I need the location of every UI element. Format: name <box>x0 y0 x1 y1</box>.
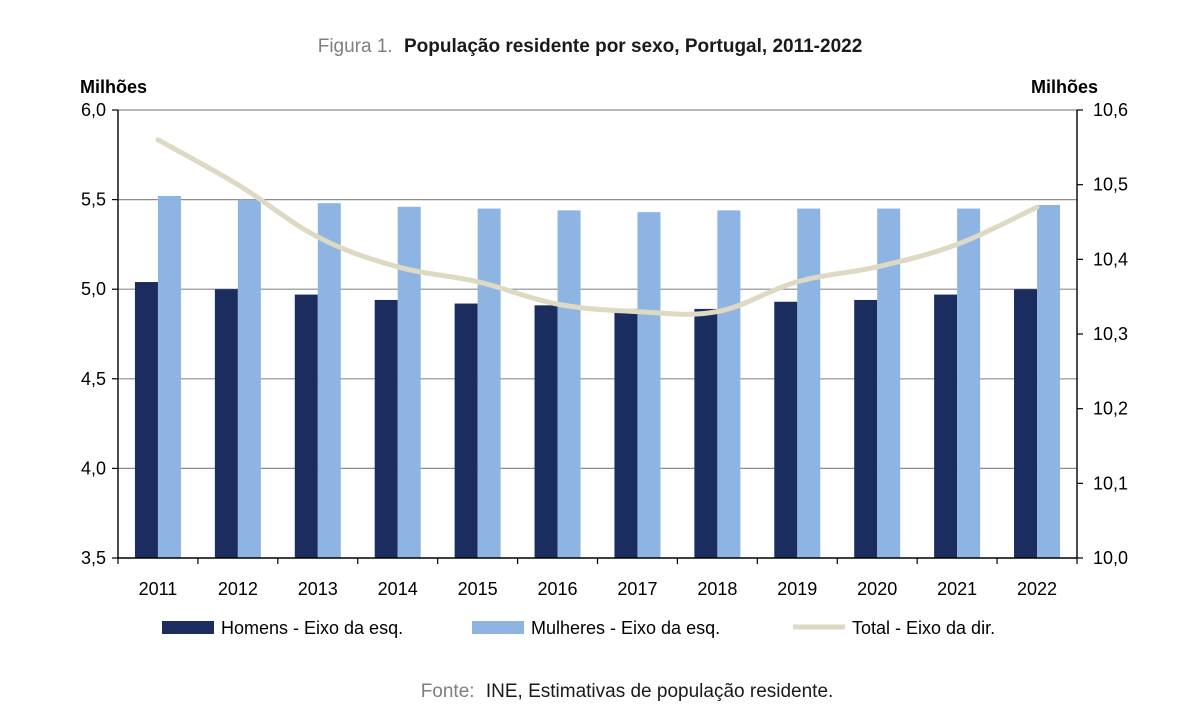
title-main: População residente por sexo, Portugal, … <box>404 36 862 57</box>
axes <box>112 109 1083 564</box>
right-axis-unit: Milhões <box>1031 77 1098 97</box>
x-tick-label-2013: 2013 <box>298 579 338 599</box>
bar-mulheres-2012 <box>237 199 261 558</box>
right-tick-label: 10,6 <box>1093 100 1128 120</box>
x-tick-label-2018: 2018 <box>697 579 737 599</box>
legend-label-total: Total - Eixo da dir. <box>852 618 995 638</box>
legend: Homens - Eixo da esq. Mulheres - Eixo da… <box>162 618 995 638</box>
bar-homens-2011 <box>134 282 158 558</box>
x-tick-label-2011: 2011 <box>139 579 178 599</box>
bar-mulheres-2013 <box>317 203 341 558</box>
source-note: Fonte: INE, Estimativas de população res… <box>421 681 834 702</box>
bar-homens-2017 <box>614 308 638 558</box>
source-prefix: Fonte: <box>421 681 475 702</box>
bar-homens-2018 <box>694 308 718 558</box>
title-prefix: Figura 1. <box>318 36 393 57</box>
total-line-group <box>155 137 1040 317</box>
bar-homens-2014 <box>374 299 398 558</box>
right-tick-label: 10,1 <box>1093 473 1128 493</box>
x-tick-label-2012: 2012 <box>218 579 258 599</box>
bar-mulheres-2019 <box>797 208 821 558</box>
total-line <box>155 137 1040 317</box>
bar-homens-2013 <box>294 294 318 558</box>
right-tick-label: 10,5 <box>1093 175 1128 195</box>
bar-mulheres-2020 <box>877 208 901 558</box>
chart-title: Figura 1. População residente por sexo, … <box>318 36 863 57</box>
left-tick-label: 5,5 <box>81 190 106 210</box>
left-tick-label: 5,0 <box>81 279 106 299</box>
right-tick-label: 10,0 <box>1093 548 1128 568</box>
right-tick-label: 10,3 <box>1093 324 1128 344</box>
legend-label-homens: Homens - Eixo da esq. <box>221 618 403 638</box>
tick-labels: 3,5 4,0 4,5 5,0 5,5 6,0 10,0 10,1 10,2 10,3 10,4 10… <box>81 100 1128 599</box>
bar-mulheres-2015 <box>477 208 501 558</box>
x-tick-label-2022: 2022 <box>1017 579 1057 599</box>
bar-homens-2021 <box>934 294 958 558</box>
bar-mulheres-2011 <box>157 196 181 559</box>
bar-mulheres-2022 <box>1037 204 1061 558</box>
x-tick-label-2021: 2021 <box>937 579 977 599</box>
bars <box>134 196 1061 559</box>
x-tick-label-2015: 2015 <box>458 579 498 599</box>
bar-mulheres-2016 <box>557 210 581 559</box>
right-tick-label: 10,2 <box>1093 399 1128 419</box>
x-tick-label-2016: 2016 <box>538 579 578 599</box>
left-tick-label: 4,5 <box>81 369 106 389</box>
left-tick-label: 4,0 <box>81 458 106 478</box>
right-tick-label: 10,4 <box>1093 249 1128 269</box>
source-text: INE, Estimativas de população residente. <box>486 681 833 702</box>
bar-mulheres-2018 <box>717 210 741 559</box>
legend-swatch-mulheres <box>472 621 524 634</box>
x-tick-label-2014: 2014 <box>378 579 418 599</box>
bar-homens-2022 <box>1014 289 1038 558</box>
gridlines <box>118 109 1077 469</box>
bar-homens-2016 <box>534 305 558 558</box>
x-tick-label-2020: 2020 <box>857 579 897 599</box>
bar-homens-2015 <box>454 303 478 558</box>
left-tick-label: 6,0 <box>81 100 106 120</box>
bar-homens-2012 <box>214 289 238 558</box>
left-axis-unit: Milhões <box>80 77 147 97</box>
bar-homens-2020 <box>854 299 878 558</box>
bar-homens-2019 <box>774 301 798 558</box>
legend-swatch-homens <box>162 621 214 634</box>
bar-mulheres-2021 <box>957 208 981 558</box>
x-tick-label-2019: 2019 <box>777 579 817 599</box>
bar-mulheres-2017 <box>637 212 661 559</box>
x-tick-label-2017: 2017 <box>617 579 657 599</box>
bar-mulheres-2014 <box>397 206 421 558</box>
left-tick-label: 3,5 <box>81 548 106 568</box>
legend-label-mulheres: Mulheres - Eixo da esq. <box>531 618 720 638</box>
